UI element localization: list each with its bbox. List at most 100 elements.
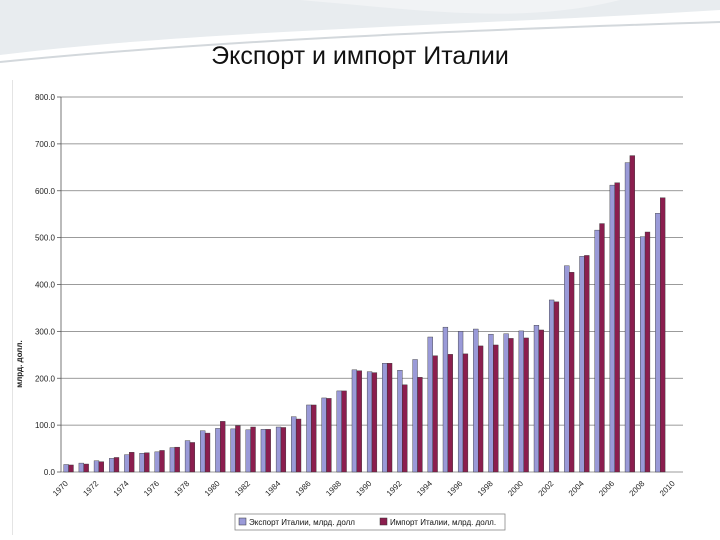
- bar-export: [548, 299, 555, 473]
- x-tick-label: 1970: [51, 479, 70, 498]
- x-tick-label: 2000: [506, 479, 525, 498]
- bar-import: [113, 457, 120, 473]
- bar-import: [265, 429, 271, 473]
- bar-export: [275, 426, 282, 473]
- bar-import: [538, 329, 544, 473]
- bar-import: [311, 404, 317, 473]
- bar-export: [154, 451, 160, 473]
- legend-label-import: Импорт Италии, млрд. долл.: [390, 518, 496, 527]
- slide-decoration: [0, 0, 720, 63]
- x-tick-label: 2002: [537, 479, 556, 498]
- bar-import: [553, 301, 560, 473]
- bar-export: [457, 331, 464, 473]
- legend-label-export: Экспорт Италии, млрд. долл: [249, 518, 355, 527]
- bar-export: [382, 363, 388, 473]
- bar-import: [584, 255, 590, 473]
- bar-export: [215, 428, 221, 473]
- y-tick-label: 300.0: [35, 327, 56, 336]
- x-tick-label: 2008: [628, 479, 647, 498]
- bar-import: [83, 463, 89, 473]
- bar-import: [386, 363, 393, 473]
- bar-import: [599, 223, 605, 473]
- bar-export: [579, 256, 585, 473]
- bar-export: [245, 429, 251, 473]
- bar-export: [503, 333, 509, 473]
- y-tick-label: 100.0: [35, 421, 56, 430]
- legend: Экспорт Италии, млрд. долл Импорт Италии…: [234, 513, 506, 531]
- bar-import: [644, 231, 651, 473]
- x-tick-label: 1982: [233, 479, 252, 498]
- bar-export: [124, 454, 130, 473]
- bar-export: [260, 429, 267, 473]
- x-tick-label: 1980: [203, 479, 222, 498]
- x-tick-labels: 1970 1972 1974 1976 1978 1980 1982 1984 1986 1988…: [51, 479, 677, 498]
- bar-import: [341, 390, 347, 473]
- bar-import: [295, 418, 302, 473]
- bar-export: [412, 359, 418, 473]
- bar-export: [397, 370, 403, 473]
- y-tick-labels: 0.0 100.0 200.0 300.0 400.0 500.0 600.0 700.0 80…: [35, 93, 56, 477]
- bar-export: [336, 390, 342, 473]
- bar-import: [402, 384, 408, 473]
- y-tick-label: 600.0: [35, 187, 56, 196]
- x-tick-label: 1974: [112, 479, 131, 498]
- x-tick-label: 1986: [294, 479, 313, 498]
- bar-export: [655, 213, 661, 473]
- bar-import: [68, 464, 74, 473]
- bar-import: [98, 461, 104, 473]
- bar-import: [235, 425, 241, 473]
- bar-export: [321, 397, 327, 473]
- x-tick-label: 1988: [324, 479, 343, 498]
- chart-panel: млрд. долл. 0.0 100.0 200.0 300.0 400.0 500.0…: [12, 80, 691, 535]
- bar-export: [442, 326, 449, 473]
- x-tick-label: 2004: [567, 479, 586, 498]
- y-tick-label: 200.0: [35, 374, 56, 383]
- bar-import: [356, 370, 362, 473]
- bar-import: [129, 452, 135, 473]
- bar-export: [169, 447, 175, 473]
- y-tick-label: 700.0: [35, 140, 56, 149]
- legend-swatch-import: [379, 517, 388, 526]
- bar-import: [614, 182, 620, 473]
- bar-export: [78, 462, 84, 473]
- bar-import: [462, 353, 469, 473]
- bar-import: [144, 452, 150, 473]
- y-axis-label: млрд. долл.: [15, 340, 24, 387]
- bar-export: [306, 404, 312, 473]
- bars: [63, 155, 666, 473]
- bar-export: [533, 325, 540, 473]
- x-tick-label: 1996: [445, 479, 464, 498]
- bar-export: [63, 464, 69, 473]
- bar-import: [660, 197, 666, 473]
- bar-import: [447, 354, 453, 473]
- bar-export: [200, 430, 206, 473]
- bar-export: [624, 162, 631, 473]
- bar-import: [220, 421, 226, 473]
- y-tick-label: 400.0: [35, 281, 56, 290]
- bar-export: [594, 229, 600, 473]
- bar-import: [508, 338, 514, 473]
- bar-import: [477, 345, 484, 473]
- bar-export: [184, 440, 191, 473]
- x-tick-label: 1972: [81, 479, 100, 498]
- x-tick-label: 1994: [415, 479, 434, 498]
- x-tick-label: 2006: [597, 479, 616, 498]
- gridlines: [57, 96, 683, 473]
- bar-export: [109, 458, 115, 473]
- bar-chart: млрд. долл. 0.0 100.0 200.0 300.0 400.0 500.0…: [15, 93, 683, 531]
- bar-export: [93, 460, 100, 473]
- bar-export: [609, 184, 615, 473]
- bar-export: [427, 336, 433, 473]
- bar-import: [493, 344, 499, 473]
- bar-import: [629, 155, 635, 473]
- bar-import: [432, 355, 438, 473]
- y-tick-label: 0.0: [44, 468, 56, 477]
- bar-import: [523, 337, 529, 473]
- y-tick-label: 500.0: [35, 234, 56, 243]
- bar-export: [564, 265, 570, 473]
- bar-import: [326, 398, 332, 473]
- legend-box: [234, 513, 506, 531]
- x-tick-label: 2010: [658, 479, 677, 498]
- bar-export: [488, 333, 494, 473]
- x-tick-label: 1984: [263, 479, 282, 498]
